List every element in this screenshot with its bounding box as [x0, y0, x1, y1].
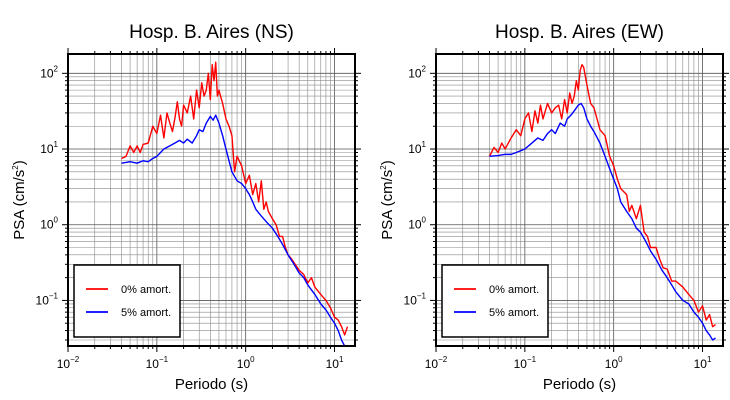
- x-axis-label: Periodo (s): [543, 376, 616, 393]
- x-tick-label: 100: [237, 355, 255, 371]
- series-line-5pct: [489, 102, 716, 341]
- legend-label-1: 5% amort.: [489, 307, 539, 319]
- x-tick-label: 101: [326, 355, 344, 371]
- legend-label-0: 0% amort.: [489, 284, 539, 296]
- x-axis-label: Periodo (s): [175, 376, 248, 393]
- legend: 0% amort. 5% amort.: [441, 264, 549, 338]
- x-tick-label: 10−1: [514, 355, 537, 371]
- plot-frame: [67, 53, 356, 347]
- chart-title: Hosp. B. Aires (NS): [129, 22, 294, 43]
- chart-title: Hosp. B. Aires (EW): [495, 22, 664, 43]
- x-tick-label: 101: [694, 355, 712, 371]
- x-tick-label: 100: [605, 355, 623, 371]
- x-tick-label: 10−2: [57, 355, 80, 371]
- y-tick-label: 101: [40, 140, 58, 156]
- legend: 0% amort. 5% amort.: [73, 264, 181, 338]
- y-tick-label: 10−1: [404, 291, 427, 307]
- y-tick-label: 100: [40, 216, 58, 232]
- y-axis-label: PSA (cm/s2): [11, 160, 28, 239]
- y-tick-label: 10−1: [36, 291, 59, 307]
- legend-box: [73, 264, 181, 338]
- y-axis-label: PSA (cm/s2): [379, 160, 396, 239]
- plot-frame: [435, 53, 724, 347]
- series-line-0pct: [121, 61, 349, 336]
- legend-label-1: 5% amort.: [121, 307, 171, 319]
- chart-panel-ns: 10−2 10−1 100 101 10−1 100 101 102 Hosp. B. Aire…: [11, 22, 361, 393]
- y-tick-label: 100: [408, 216, 426, 232]
- chart-panel-ew: 10−2 10−1 100 101 10−1 100 101 102 Hosp. B. Aire…: [379, 22, 729, 393]
- y-tick-label: 101: [408, 140, 426, 156]
- y-tick-label: 102: [408, 64, 426, 80]
- series-line-5pct: [121, 114, 348, 347]
- x-tick-label: 10−2: [425, 355, 448, 371]
- legend-label-0: 0% amort.: [121, 284, 171, 296]
- series-line-0pct: [488, 64, 716, 328]
- legend-box: [441, 264, 549, 338]
- y-tick-label: 102: [40, 64, 58, 80]
- x-tick-label: 10−1: [146, 355, 169, 371]
